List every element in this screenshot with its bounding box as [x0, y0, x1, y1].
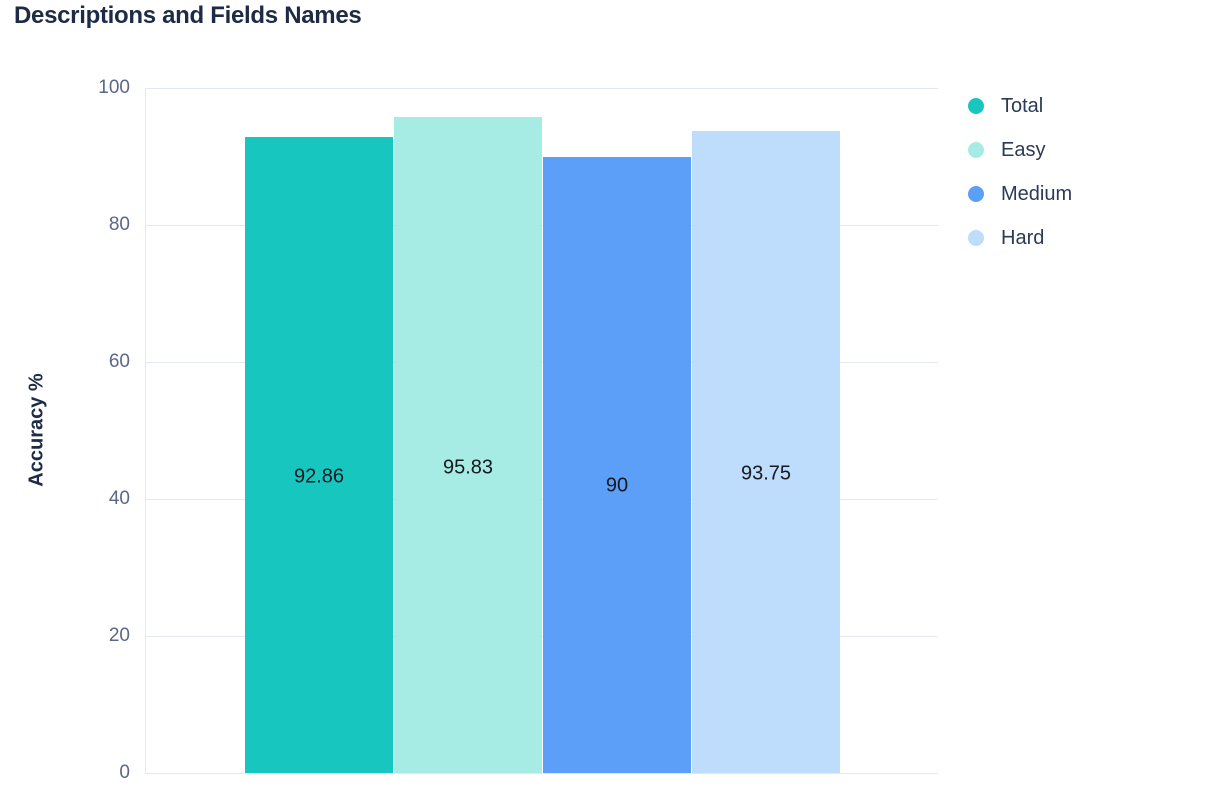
- plot-area: 92.86 95.83 90 93.75: [145, 88, 938, 774]
- bar-hard[interactable]: 93.75: [692, 130, 840, 773]
- y-tick-label: 80: [108, 214, 130, 235]
- legend-item-hard[interactable]: Hard: [968, 216, 1044, 260]
- legend-item-medium[interactable]: Medium: [968, 172, 1072, 216]
- legend-item-label: Medium: [1001, 182, 1073, 205]
- y-tick-label: 40: [108, 488, 130, 509]
- legend-item-label: Hard: [1001, 226, 1045, 249]
- gridline-y-100: [146, 88, 938, 89]
- y-axis-title: Accuracy %: [25, 373, 48, 487]
- bar-value-label: 92.86: [293, 465, 345, 488]
- y-tick-label: 60: [108, 351, 130, 372]
- gridline-y-60: [146, 362, 938, 363]
- legend-item-label: Total: [1001, 94, 1044, 117]
- y-tick-label: 0: [119, 762, 130, 783]
- legend-dot-icon: [968, 230, 984, 246]
- legend-dot-icon: [968, 142, 984, 158]
- bar-medium[interactable]: 90: [543, 156, 691, 773]
- bar-value-label: 93.75: [740, 462, 792, 485]
- legend-item-label: Easy: [1001, 138, 1046, 161]
- chart-title: Descriptions and Fields Names: [14, 2, 362, 29]
- bar-value-label: 90: [605, 474, 629, 497]
- gridline-y-40: [146, 499, 938, 500]
- legend-dot-icon: [968, 186, 984, 202]
- gridline-y-80: [146, 225, 938, 226]
- bar-easy[interactable]: 95.83: [394, 116, 542, 773]
- y-tick-label: 100: [98, 77, 130, 98]
- legend-item-easy[interactable]: Easy: [968, 128, 1045, 172]
- bar-value-label: 95.83: [442, 456, 494, 479]
- legend-dot-icon: [968, 98, 984, 114]
- legend-item-total[interactable]: Total: [968, 84, 1043, 128]
- y-tick-label: 20: [108, 625, 130, 646]
- gridline-y-20: [146, 636, 938, 637]
- bar-total[interactable]: 92.86: [245, 136, 393, 773]
